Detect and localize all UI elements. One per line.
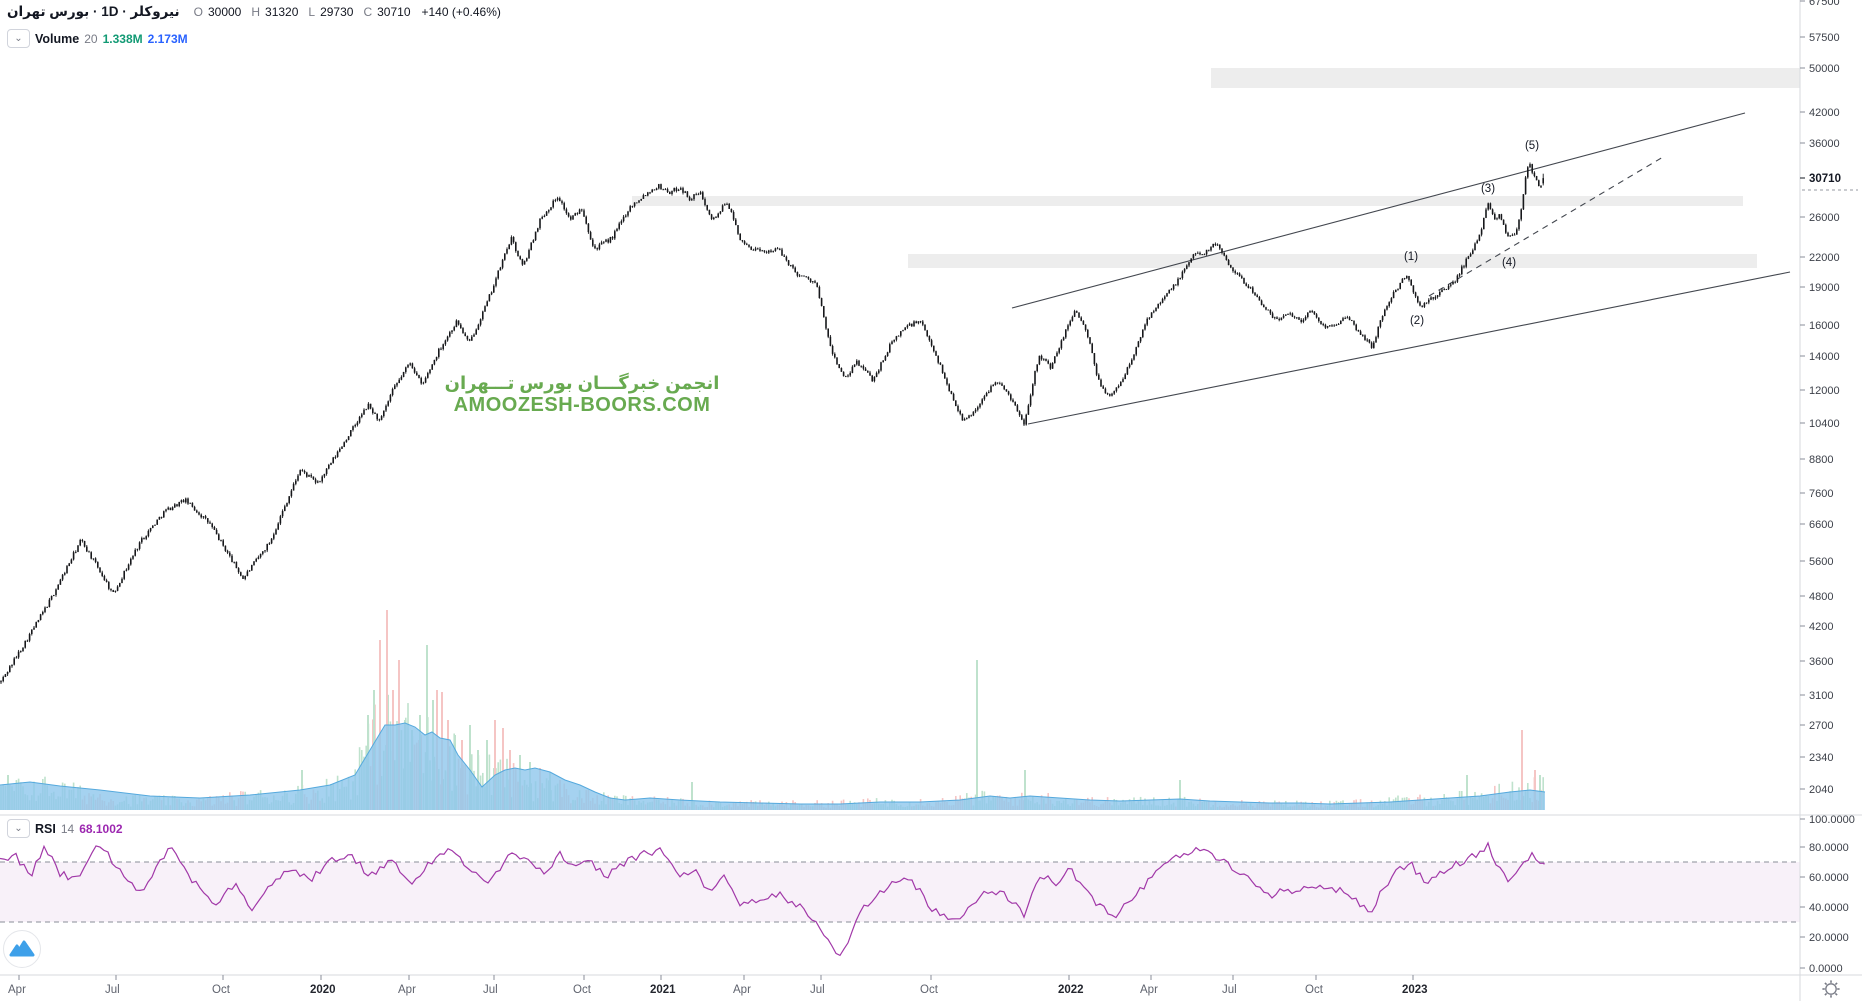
mountain-logo-icon [9,940,35,957]
trend-lines [1011,112,1791,425]
price-tick-label: 2340 [1809,752,1833,764]
change-value: +140 (+0.46%) [421,5,501,19]
time-axis[interactable] [0,975,1800,1001]
price-tick-label: 16000 [1809,320,1840,332]
watermark-line2: AMOOZESH-BOORS.COM [454,394,711,416]
price-tick-label: 4200 [1809,621,1833,633]
price-tick-label: 50000 [1809,63,1840,75]
price-tick-label: 3600 [1809,656,1833,668]
price-axis[interactable] [1800,0,1862,975]
chevron-down-icon: ⌄ [14,822,23,834]
volume-ma-value: 2.173M [147,31,188,46]
rsi-collapse-button[interactable]: ⌄ [7,819,30,838]
open-value: 30000 [207,5,242,19]
symbol-legend: نیروکلر · 1D · بورس تهران O 30000 H 3132… [7,4,501,20]
rsi-tick-label: 60.0000 [1809,872,1849,884]
time-month-label: Oct [1305,984,1324,996]
volume-current-value: 1.338M [102,31,143,46]
price-tick-label: 4800 [1809,591,1833,603]
time-month-label: Jul [483,984,498,996]
time-month-label: Jul [1222,984,1237,996]
price-tick-label: 67500 [1809,0,1840,8]
price-tick-label: 19000 [1809,282,1840,294]
volume-ma-area [0,722,1546,810]
time-month-label: Apr [8,984,26,996]
price-tick-label: 8800 [1809,454,1833,466]
site-logo-button[interactable] [3,930,41,968]
chevron-down-icon: ⌄ [14,32,23,44]
time-month-label: Jul [810,984,825,996]
time-month-label: Jul [105,984,120,996]
time-month-label: Oct [573,984,592,996]
high-value: 31320 [265,5,299,19]
price-tick-label: 2040 [1809,784,1833,796]
low-label: L [308,5,316,19]
volume-legend: ⌄ Volume 20 1.338M 2.173M [7,29,188,48]
time-month-label: Apr [733,984,751,996]
price-tick-label: 7600 [1809,488,1833,500]
volume-length: 20 [84,31,98,46]
watermark-line1: انجمن خبرگـــان بورس تـــهران [445,372,720,394]
time-month-label: Apr [1140,984,1158,996]
wave-label: (2) [1410,315,1424,327]
close-label: C [363,5,373,19]
high-label: H [251,5,261,19]
rsi-axis-labels: 100.0000 80.0000 60.0000 40.0000 20.0000 0.00… [1800,814,1855,975]
time-year-label: 2022 [1058,984,1084,996]
rsi-length: 14 [60,821,75,836]
axis-settings-button[interactable] [1822,980,1840,998]
time-month-label: Oct [920,984,939,996]
open-label: O [193,5,203,19]
price-tick-label: 10400 [1809,418,1840,430]
rsi-tick-label: 0.0000 [1809,963,1843,975]
time-year-label: 2021 [650,984,676,996]
wave-label: (5) [1525,140,1539,152]
time-month-label: Oct [212,984,231,996]
volume-indicator-label: Volume [35,31,80,46]
current-price-label: 30710 [1809,173,1841,185]
price-tick-label: 12000 [1809,385,1840,397]
rsi-tick-label: 20.0000 [1809,932,1849,944]
price-tick-label: 3100 [1809,690,1833,702]
price-tick-label: 14000 [1809,351,1840,363]
price-tick-label: 2700 [1809,720,1833,732]
resistance-zones [632,68,1800,268]
price-tick-label: 6600 [1809,519,1833,531]
wave-label: (4) [1502,257,1516,269]
price-tick-label: 26000 [1809,212,1840,224]
rsi-indicator-label: RSI [35,821,56,836]
watermark: انجمن خبرگـــان بورس تـــهرانAMOOZESH-BO… [445,372,720,416]
time-axis-labels: Apr Jul Oct 2020 Apr Jul Oct 2021 Apr Jul Oct 2022 A… [8,975,1428,996]
rsi-tick-label: 40.0000 [1809,902,1849,914]
time-year-label: 2023 [1402,984,1428,996]
time-month-label: Apr [398,984,416,996]
price-axis-labels: 67500 57500 50000 42000 36000 26000 22000 19000… [1800,0,1858,796]
time-year-label: 2020 [310,984,336,996]
volume-collapse-button[interactable]: ⌄ [7,29,30,48]
price-tick-label: 36000 [1809,138,1840,150]
wave-label: (3) [1481,183,1495,195]
price-tick-label: 5600 [1809,556,1833,568]
candles [0,162,1544,684]
price-tick-label: 22000 [1809,252,1840,264]
elliott-wave-labels: (1) (2) (3) (4) (5) [1404,140,1539,327]
rsi-pane [0,841,1800,957]
symbol-title[interactable]: نیروکلر · 1D · بورس تهران [7,4,180,19]
wave-label: (1) [1404,251,1418,263]
rsi-legend: ⌄ RSI 14 68.1002 [7,819,123,838]
close-value: 30710 [377,5,411,19]
rsi-tick-label: 100.0000 [1809,814,1855,826]
price-tick-label: 57500 [1809,32,1840,44]
rsi-value: 68.1002 [79,821,123,836]
rsi-tick-label: 80.0000 [1809,842,1849,854]
price-tick-label: 42000 [1809,107,1840,119]
low-value: 29730 [320,5,354,19]
